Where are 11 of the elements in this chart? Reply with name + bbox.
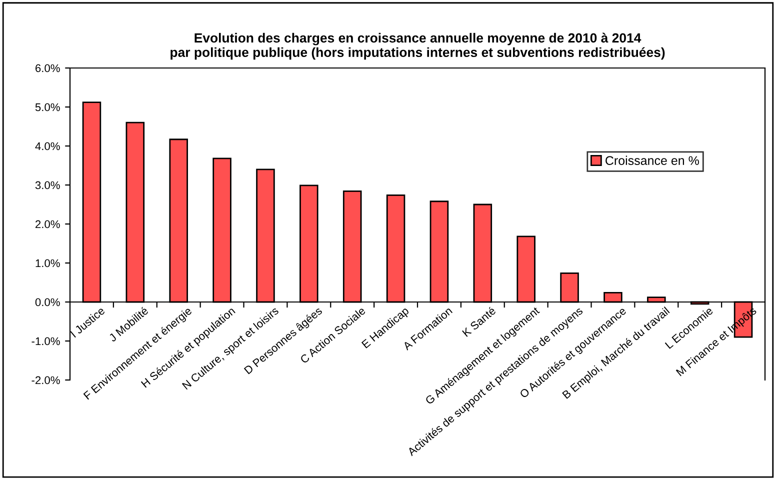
y-tick-label: 4.0%: [35, 142, 60, 150]
y-tick-label: 1.0%: [36, 259, 60, 268]
y-tick-label: 5.0%: [35, 103, 60, 112]
y-tick-label: -1.0%: [32, 337, 60, 346]
y-tick-label: -2.0%: [32, 376, 60, 384]
y-tick-label: 0.0%: [35, 298, 60, 306]
chart-title: Evolution des charges en croissance annuelle moyenne de 2010 à 2014 par politique publique (hors imputations internes et subventions redistribuées): [170, 32, 665, 60]
legend-label: Croissance en %: [606, 156, 699, 165]
y-tick-label: 3.0%: [35, 181, 60, 190]
y-tick-label: 6.0%: [36, 64, 60, 72]
y-tick-label: 2.0%: [36, 220, 60, 228]
